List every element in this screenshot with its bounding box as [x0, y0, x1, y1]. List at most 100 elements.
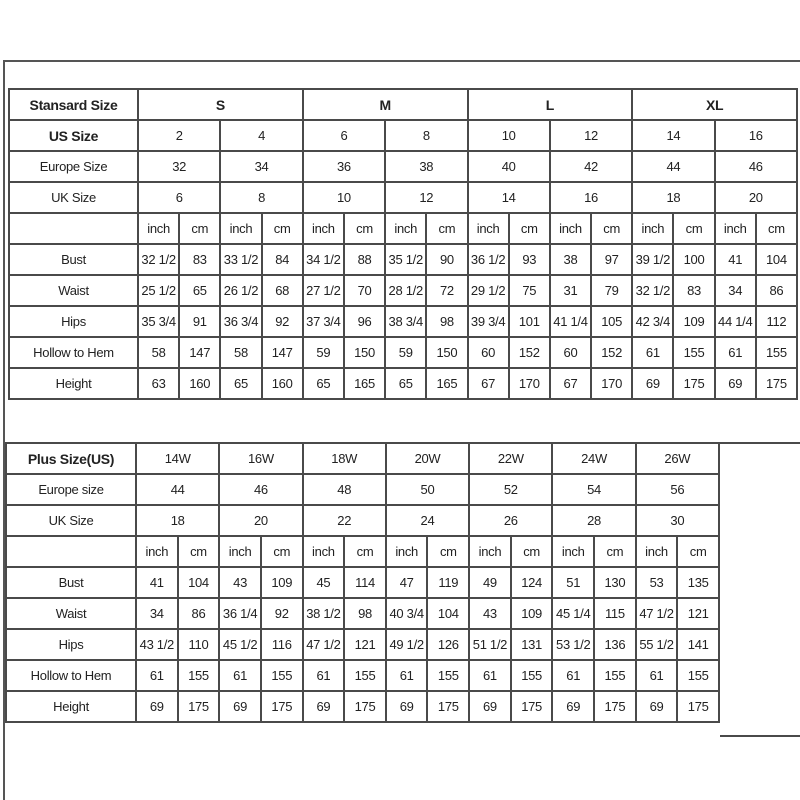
measure-value: 37 3/4 — [301, 305, 345, 338]
measure-value: 38 — [548, 243, 593, 276]
measure-value: 150 — [425, 336, 469, 369]
unit-cm: cm — [178, 212, 222, 245]
europe-size: 54 — [551, 473, 637, 506]
measure-value: 175 — [426, 690, 471, 723]
measure-value: 61 — [551, 659, 596, 692]
measure-row: Height 69 175 69 175 69 175 69 175 69 175 69 175 69 17… — [5, 690, 720, 723]
measure-value: 67 — [466, 367, 510, 400]
measure-value: 38 1/2 — [301, 597, 346, 630]
uk-size-row: UK Size 18 20 22 24 26 28 30 — [5, 504, 721, 537]
measure-value: 175 — [754, 367, 799, 400]
measure-value: 121 — [343, 628, 387, 661]
measure-value: 75 — [507, 274, 551, 307]
measure-label: Waist — [5, 597, 137, 630]
unit-cm: cm — [590, 212, 634, 245]
measure-value: 155 — [259, 659, 304, 692]
measure-value: 109 — [509, 597, 554, 630]
measure-value: 131 — [509, 628, 554, 661]
measure-value: 175 — [509, 690, 554, 723]
measure-value: 160 — [178, 367, 222, 400]
measure-value: 31 — [548, 274, 593, 307]
measure-value: 55 1/2 — [634, 628, 679, 661]
uk-size: 20 — [713, 181, 799, 214]
uk-size: 18 — [134, 504, 221, 537]
measure-value: 165 — [425, 367, 469, 400]
measure-value: 170 — [590, 367, 634, 400]
measure-value: 147 — [178, 336, 222, 369]
us-size: 12 — [548, 119, 634, 152]
empty-cell — [8, 212, 139, 245]
europe-size: 34 — [219, 150, 304, 183]
measure-label: Bust — [5, 566, 137, 599]
measure-value: 40 3/4 — [384, 597, 429, 630]
measure-value: 47 1/2 — [634, 597, 679, 630]
europe-size: 42 — [548, 150, 634, 183]
standard-size-table: Stansard Size S M L XL US Size 2 4 6 8 10 12 14 16 Eur… — [8, 88, 799, 400]
measure-value: 28 1/2 — [384, 274, 428, 307]
us-size-label: US Size — [8, 119, 139, 152]
measure-value: 72 — [425, 274, 469, 307]
unit-cm: cm — [259, 535, 304, 568]
measure-value: 61 — [218, 659, 262, 692]
unit-cm: cm — [509, 535, 554, 568]
measure-label: Hollow to Hem — [8, 336, 139, 369]
measure-value: 155 — [176, 659, 221, 692]
measure-value: 114 — [343, 566, 387, 599]
measure-value: 116 — [259, 628, 304, 661]
header-label: Plus Size(US) — [5, 442, 137, 475]
plus-us-size: 16W — [218, 442, 304, 475]
measure-value: 126 — [426, 628, 471, 661]
measure-value: 33 1/2 — [219, 243, 263, 276]
uk-size: 22 — [301, 504, 387, 537]
measure-row: Hollow to Hem 58 147 58 147 59 150 59 150 60 152 60… — [8, 336, 799, 369]
measure-value: 69 — [551, 690, 596, 723]
measure-value: 175 — [176, 690, 221, 723]
measure-value: 112 — [754, 305, 799, 338]
measure-value: 45 1/4 — [551, 597, 596, 630]
measure-row: Waist 25 1/2 65 26 1/2 68 27 1/2 70 28 1/2 72 29 … — [8, 274, 799, 307]
unit-inch: inch — [384, 212, 428, 245]
uk-size: 14 — [466, 181, 551, 214]
unit-cm: cm — [672, 212, 716, 245]
measure-value: 35 1/2 — [384, 243, 428, 276]
measure-value: 49 1/2 — [384, 628, 429, 661]
measure-value: 136 — [593, 628, 637, 661]
plus-table-extension — [720, 442, 800, 737]
measure-value: 65 — [301, 367, 345, 400]
us-size: 14 — [631, 119, 716, 152]
unit-inch: inch — [301, 212, 345, 245]
measure-value: 155 — [343, 659, 387, 692]
measure-value: 165 — [342, 367, 387, 400]
unit-row: inch cm inch cm inch cm inch cm inch cm inch cm inch… — [8, 212, 799, 245]
measure-value: 44 1/4 — [713, 305, 757, 338]
europe-size-label: Europe Size — [8, 150, 139, 183]
measure-value: 39 1/2 — [631, 243, 675, 276]
plus-us-size: 20W — [384, 442, 471, 475]
measure-row: Height 63 160 65 160 65 165 65 165 67 170 67 170 69 17… — [8, 367, 799, 400]
measure-value: 47 — [384, 566, 429, 599]
measure-value: 43 1/2 — [135, 628, 179, 661]
uk-size: 10 — [301, 181, 387, 214]
measure-value: 69 — [301, 690, 346, 723]
us-size: 2 — [136, 119, 222, 152]
measure-value: 69 — [218, 690, 262, 723]
measure-value: 160 — [260, 367, 304, 400]
measure-value: 68 — [260, 274, 304, 307]
europe-size: 40 — [466, 150, 551, 183]
size-group: XL — [631, 88, 798, 121]
unit-inch: inch — [218, 535, 262, 568]
measure-value: 69 — [634, 690, 679, 723]
measure-value: 41 — [713, 243, 757, 276]
measure-value: 69 — [384, 690, 429, 723]
measure-value: 141 — [676, 628, 720, 661]
measure-value: 61 — [634, 659, 679, 692]
measure-value: 60 — [548, 336, 593, 369]
measure-value: 84 — [260, 243, 304, 276]
measure-value: 155 — [593, 659, 637, 692]
header-label: Stansard Size — [8, 88, 139, 121]
unit-cm: cm — [176, 535, 221, 568]
measure-value: 88 — [342, 243, 387, 276]
measure-value: 155 — [672, 336, 716, 369]
uk-size: 30 — [634, 504, 721, 537]
measure-row: Bust 41 104 43 109 45 114 47 119 49 124 51 130 53 135 — [5, 566, 720, 599]
